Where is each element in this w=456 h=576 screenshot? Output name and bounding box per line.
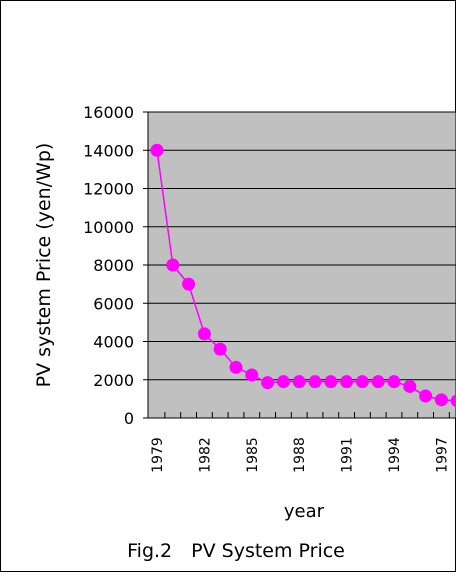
y-tick-label: 16000: [83, 103, 134, 122]
data-point: [261, 376, 274, 389]
y-tick-label: 4000: [93, 333, 134, 352]
data-point: [214, 343, 227, 356]
x-tick-label: 1979: [150, 437, 166, 473]
figure-caption: Fig.2 PV System Price: [127, 540, 345, 562]
data-point: [245, 368, 258, 381]
y-axis-label: PV system Price (yen/Wp): [33, 143, 55, 388]
y-axis-ticks: 0 2000 4000 6000 8000 10000 12000 14000 16000: [83, 103, 148, 428]
y-tick-label: 12000: [83, 180, 134, 199]
x-axis-label: year: [284, 501, 325, 522]
data-point: [293, 375, 306, 388]
data-point: [435, 393, 448, 406]
x-tick-label: 1997: [434, 437, 450, 473]
x-tick-label: 1991: [340, 437, 356, 473]
data-point: [198, 327, 211, 340]
data-point: [372, 375, 385, 388]
x-tick-label: 1982: [197, 437, 213, 473]
x-tick-label: 1988: [292, 437, 308, 473]
data-point: [230, 361, 243, 374]
data-point: [356, 375, 369, 388]
y-tick-label: 6000: [93, 294, 134, 313]
y-tick-label: 0: [124, 409, 134, 428]
data-point: [151, 144, 164, 157]
data-point: [182, 278, 195, 291]
y-tick-label: 8000: [93, 256, 134, 275]
data-point: [166, 259, 179, 272]
y-tick-label: 2000: [93, 371, 134, 390]
x-tick-label: 1994: [387, 437, 403, 473]
data-point: [403, 380, 416, 393]
data-point: [324, 375, 337, 388]
x-tick-label: 1985: [245, 437, 261, 473]
data-point: [388, 375, 401, 388]
x-axis-ticks: 1979 1982 1985 1988 1991 1994 1997: [150, 412, 450, 473]
data-point: [340, 375, 353, 388]
data-point: [277, 375, 290, 388]
data-point: [419, 390, 432, 403]
data-point: [309, 375, 322, 388]
y-tick-label: 14000: [83, 141, 134, 160]
y-tick-label: 10000: [83, 218, 134, 237]
